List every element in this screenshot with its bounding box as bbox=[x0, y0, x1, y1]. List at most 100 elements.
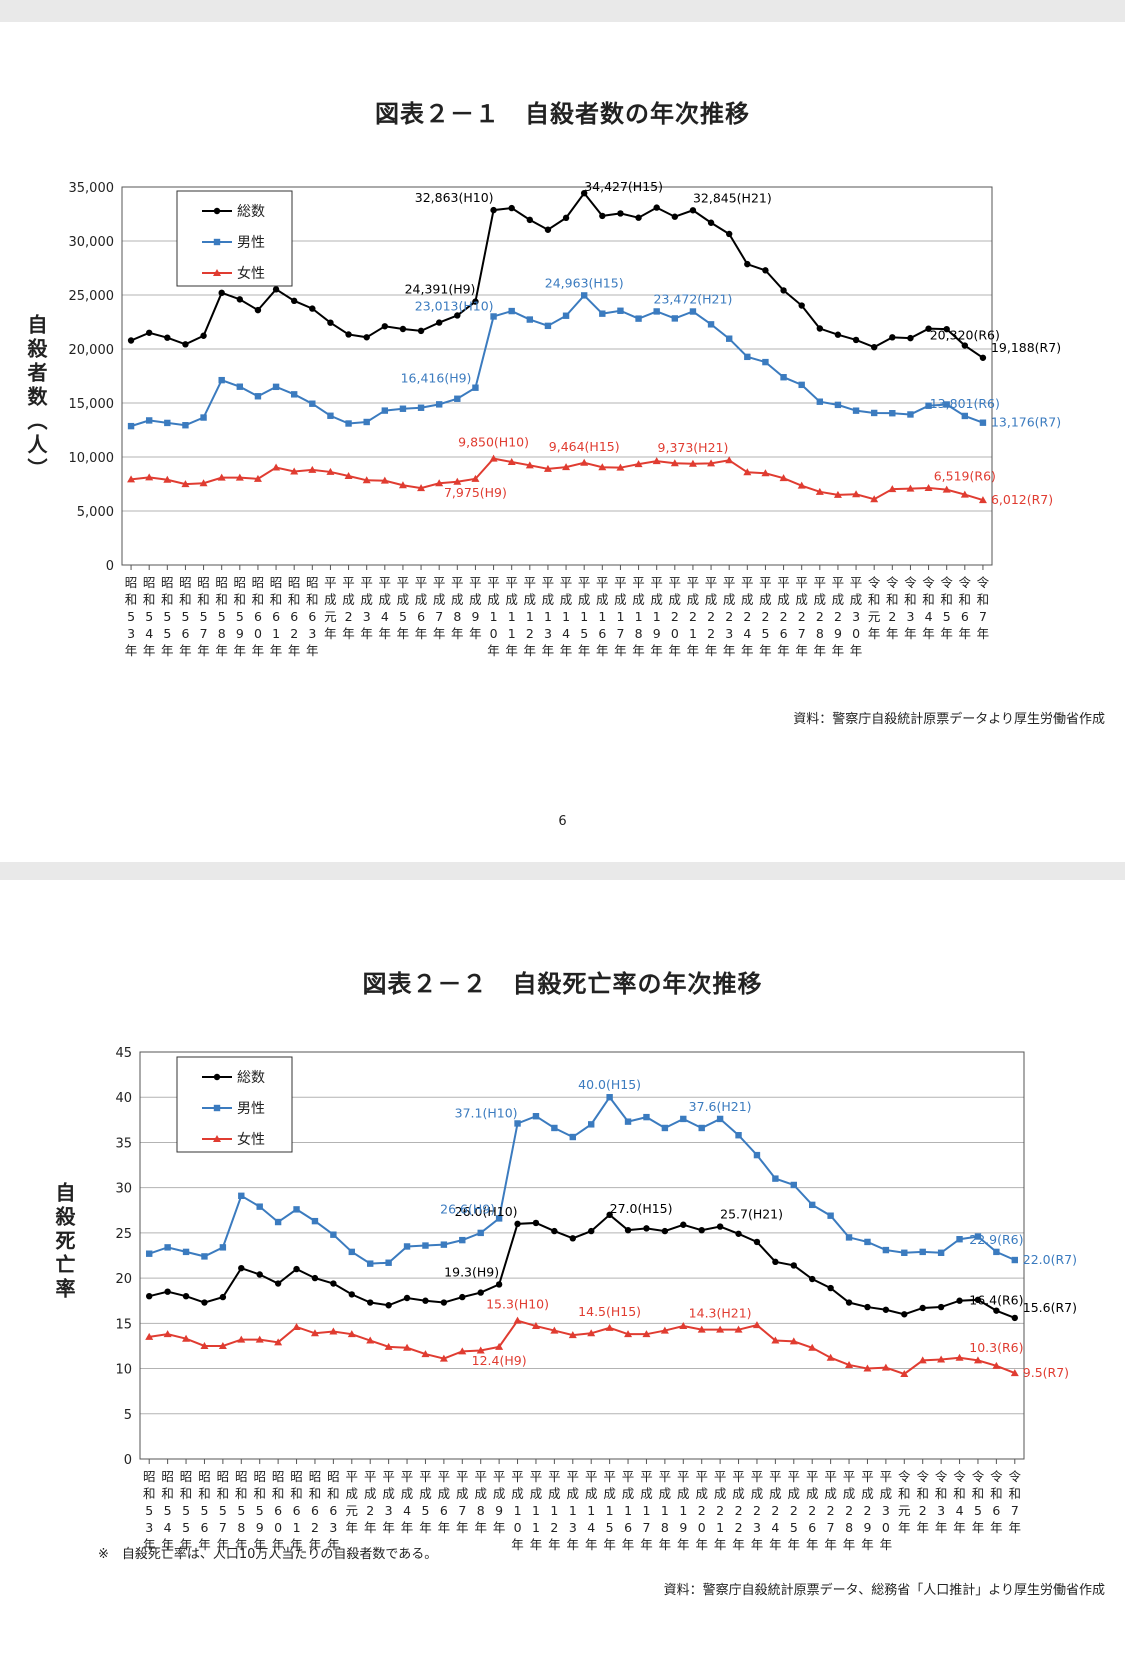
chart1-x-tick-label: 2 bbox=[780, 609, 788, 624]
chart1-x-tick-label: 平 bbox=[687, 575, 700, 590]
chart2-point-female bbox=[697, 1325, 706, 1333]
chart2-x-tick-label: 6 bbox=[200, 1520, 208, 1535]
chart2-x-tick-label: 年 bbox=[327, 1537, 340, 1552]
chart1-x-tick-label: 和 bbox=[252, 592, 265, 607]
chart1-title: 図表２－１ 自殺者数の年次推移 bbox=[375, 100, 750, 128]
chart1-annotation-male: 13,176(R7) bbox=[991, 415, 1061, 430]
chart2-x-tick-label: 年 bbox=[346, 1520, 359, 1535]
chart2-point-total bbox=[772, 1258, 779, 1266]
chart1-legend-marker-male bbox=[213, 238, 221, 246]
chart2-x-tick-label: 6 bbox=[329, 1503, 337, 1518]
chart1-x-tick-label: 2 bbox=[707, 609, 715, 624]
chart1-x-tick-label: 和 bbox=[904, 592, 917, 607]
chart2-x-tick-label: 2 bbox=[698, 1503, 706, 1518]
chart1-y-axis-label: 自殺者数（人） bbox=[24, 314, 48, 482]
chart2-x-tick-label: 9 bbox=[863, 1520, 871, 1535]
chart1-x-tick-label: 年 bbox=[886, 626, 899, 641]
chart2-x-tick-label: 2 bbox=[919, 1503, 927, 1518]
chart1-point-male bbox=[345, 420, 352, 427]
chart2-point-female bbox=[421, 1350, 430, 1358]
chart1-x-tick-label: 成 bbox=[360, 592, 373, 607]
chart1-x-tick-label: 8 bbox=[218, 626, 226, 641]
chart1-x-tick-label: 2 bbox=[689, 609, 697, 624]
chart2-x-tick-label: 平 bbox=[511, 1469, 524, 1484]
chart2-annotation-male: 22.9(R6) bbox=[969, 1232, 1023, 1247]
chart2-point-male bbox=[238, 1192, 245, 1200]
chart2-x-tick-label: 5 bbox=[164, 1503, 172, 1518]
chart2-point-total bbox=[182, 1293, 190, 1300]
chart2-point-total bbox=[643, 1225, 650, 1232]
chart1-point-male bbox=[544, 322, 552, 330]
chart2-x-tick-label: 年 bbox=[253, 1537, 266, 1552]
chart1-x-tick-label: 年 bbox=[379, 626, 392, 641]
chart1-x-tick-label: 成 bbox=[433, 592, 446, 607]
chart1-point-male bbox=[327, 412, 334, 419]
chart1-x-tick-label: 2 bbox=[743, 609, 751, 624]
chart1-x-tick-label: 6 bbox=[417, 609, 425, 624]
chart2-x-tick-label: 7 bbox=[642, 1520, 650, 1535]
chart1-x-tick-label: 1 bbox=[272, 626, 280, 641]
chart1-point-male bbox=[164, 419, 171, 427]
chart2-point-female bbox=[458, 1347, 467, 1355]
chart1-x-tick-label: 8 bbox=[635, 626, 643, 641]
chart2-x-tick-label: 9 bbox=[679, 1520, 687, 1535]
chart1-point-total bbox=[852, 336, 860, 344]
chart2-x-tick-label: 和 bbox=[198, 1486, 211, 1501]
chart2-point-total bbox=[680, 1221, 687, 1228]
chart1-x-tick-label: 年 bbox=[959, 626, 972, 641]
chart1-x-tick-label: 0 bbox=[490, 626, 498, 641]
chart1-x-tick-label: 年 bbox=[977, 626, 990, 641]
chart2-point-male bbox=[974, 1233, 982, 1240]
chart2-x-tick-label: 平 bbox=[695, 1469, 708, 1484]
chart2-x-tick-label: 成 bbox=[474, 1486, 487, 1501]
chart1-x-tick-label: 4 bbox=[743, 626, 751, 641]
chart1-x-tick-label: 3 bbox=[906, 609, 914, 624]
chart2-point-total bbox=[532, 1219, 540, 1227]
chart1-point-male bbox=[798, 381, 805, 389]
chart1-x-tick-label: 年 bbox=[469, 626, 482, 641]
chart2-source-note: 資料：警察庁自殺統計原票データ、総務省「人口推計」より厚生労働省作成 bbox=[663, 1583, 1105, 1598]
chart2-point-total bbox=[974, 1296, 982, 1304]
chart1-x-tick-label: 2 bbox=[345, 609, 353, 624]
chart1-x-tick-label: 成 bbox=[415, 592, 428, 607]
chart2-x-tick-label: 年 bbox=[382, 1520, 395, 1535]
chart2-x-tick-label: 4 bbox=[164, 1520, 172, 1535]
chart2-y-tick-label: 10 bbox=[115, 1363, 132, 1378]
chart1-x-tick-label: 6 bbox=[290, 609, 298, 624]
chart1-x-tick-label: 3 bbox=[544, 626, 552, 641]
chart1-x-tick-label: 成 bbox=[650, 592, 663, 607]
chart1-x-tick-label: 1 bbox=[580, 609, 588, 624]
chart2-x-tick-label: 3 bbox=[937, 1503, 945, 1518]
chart1-point-female bbox=[960, 490, 969, 498]
chart2-x-tick-label: 元 bbox=[346, 1503, 359, 1518]
chart2-x-tick-label: 和 bbox=[327, 1486, 340, 1501]
chart2-x-tick-label: 6 bbox=[808, 1520, 816, 1535]
chart1-x-tick-label: 和 bbox=[179, 592, 192, 607]
chart2-x-tick-label: 和 bbox=[1009, 1486, 1022, 1501]
chart2-x-tick-label: 2 bbox=[863, 1503, 871, 1518]
chart2-x-tick-label: 年 bbox=[898, 1520, 911, 1535]
chart1-annotation-total: 20,320(R6) bbox=[930, 328, 1000, 343]
chart1-x-tick-label: 成 bbox=[759, 592, 772, 607]
chart1-x-tick-label: 年 bbox=[795, 643, 808, 658]
chart1-x-tick-label: 1 bbox=[653, 609, 661, 624]
chart2-x-tick-label: 年 bbox=[916, 1520, 929, 1535]
chart2-y-tick-label: 40 bbox=[115, 1091, 132, 1106]
chart2-x-tick-label: 年 bbox=[695, 1537, 708, 1552]
chart2-x-tick-label: 年 bbox=[438, 1520, 451, 1535]
chart2-point-total bbox=[367, 1299, 374, 1306]
chart1-point-total bbox=[454, 312, 461, 319]
chart2-x-tick-label: 和 bbox=[217, 1486, 230, 1501]
chart2-point-total bbox=[606, 1211, 613, 1218]
chart2-x-tick-label: 成 bbox=[530, 1486, 543, 1501]
chart1-x-tick-label: 年 bbox=[234, 643, 247, 658]
chart1-point-male bbox=[363, 418, 370, 426]
chart1-point-male bbox=[870, 409, 878, 417]
document-page-top: 図表２－１ 自殺者数の年次推移 自殺者数（人） 0 5,000 10,000 15,0… bbox=[0, 22, 1125, 862]
chart2-x-tick-label: 1 bbox=[587, 1503, 595, 1518]
chart2-x-tick-label: 平 bbox=[714, 1469, 727, 1484]
chart2-point-total bbox=[753, 1238, 761, 1246]
chart1-x-tick-label: 2 bbox=[707, 626, 715, 641]
chart2-x-tick-label: 平 bbox=[880, 1469, 893, 1484]
chart1-point-female bbox=[417, 484, 426, 492]
